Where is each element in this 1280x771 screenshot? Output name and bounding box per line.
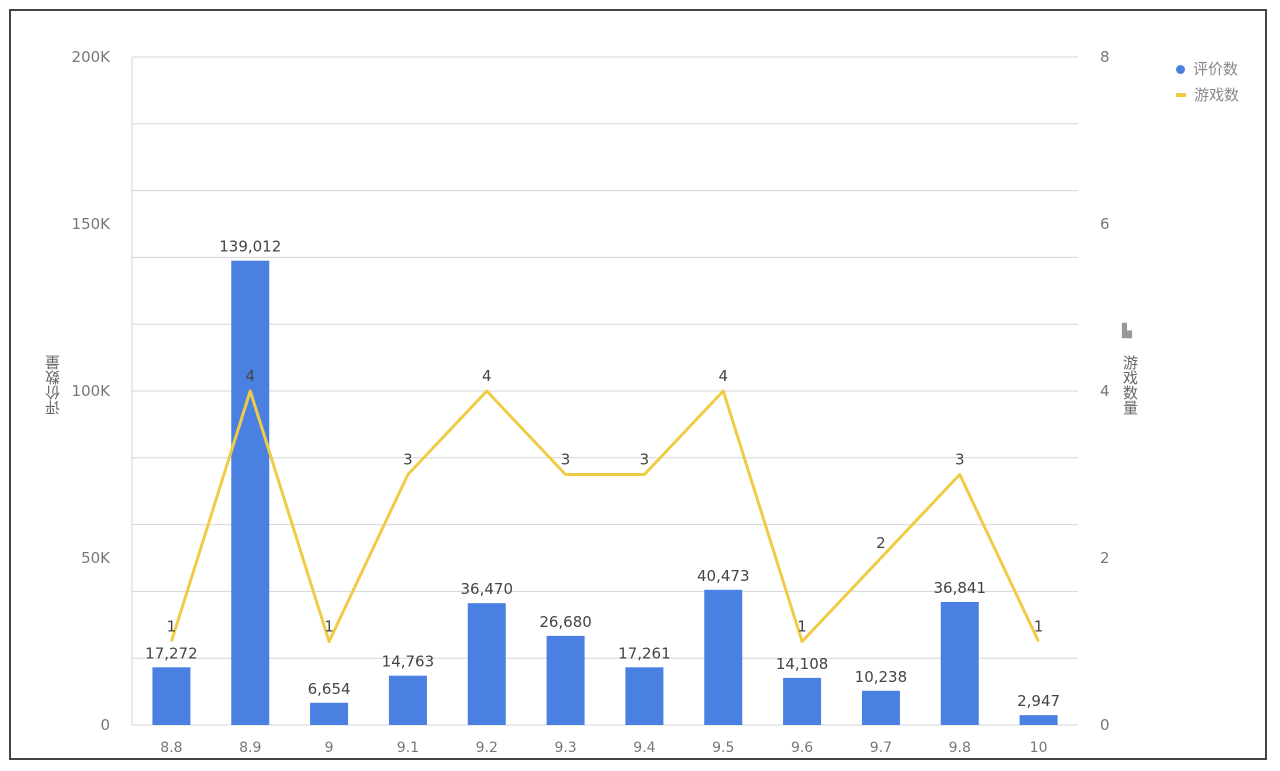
y-axis-left-label: 评价数量 [44, 355, 62, 415]
legend-label: 游戏数 [1194, 86, 1240, 104]
bar [861, 690, 900, 725]
bar [1019, 715, 1058, 725]
bar-data-label: 36,841 [934, 579, 987, 597]
axis-settings-icon[interactable]: ▙ [1122, 324, 1132, 339]
bar-data-label: 139,012 [219, 238, 281, 256]
x-tick-label: 10 [1030, 740, 1048, 756]
bar [625, 667, 664, 725]
line-data-label: 1 [167, 618, 177, 636]
y-tick-right: 4 [1100, 382, 1110, 400]
y-tick-left: 200K [72, 48, 112, 66]
legend-item-games[interactable]: 游戏数 [1176, 82, 1239, 108]
legend: 评价数 游戏数 [1176, 56, 1239, 108]
bar [310, 702, 349, 725]
bar [388, 675, 427, 725]
y-tick-right: 6 [1100, 215, 1110, 233]
bar [152, 667, 191, 725]
legend-item-reviews[interactable]: 评价数 [1176, 56, 1239, 82]
bar [546, 635, 585, 725]
y-tick-left: 150K [72, 215, 112, 233]
bar-data-label: 6,654 [308, 680, 351, 698]
line-data-label: 3 [403, 451, 413, 469]
x-tick-label: 8.9 [239, 740, 261, 756]
x-tick-label: 8.8 [160, 740, 182, 756]
x-tick-label: 9.8 [949, 740, 971, 756]
line-data-label: 3 [561, 451, 571, 469]
y-tick-right: 8 [1100, 48, 1110, 66]
bar-data-label: 17,272 [145, 644, 198, 662]
bar-data-label: 17,261 [618, 644, 671, 662]
y-axis-right-label: 游戏数量 [1121, 355, 1139, 415]
line-data-label: 4 [718, 367, 728, 385]
line-data-label: 1 [324, 618, 334, 636]
bar-data-label: 36,470 [461, 580, 514, 598]
line-data-label: 3 [640, 451, 650, 469]
x-tick-label: 9.6 [791, 740, 813, 756]
line-data-label: 3 [955, 451, 965, 469]
bar-data-label: 2,947 [1017, 692, 1060, 710]
line-series [169, 389, 1040, 643]
x-tick-label: 9.2 [476, 740, 498, 756]
x-tick-label: 9.1 [397, 740, 419, 756]
line-data-label: 1 [797, 618, 807, 636]
x-tick-label: 9.3 [554, 740, 576, 756]
chart-frame [9, 9, 1267, 760]
bar-data-label: 26,680 [539, 613, 592, 631]
bar [231, 260, 270, 725]
legend-label: 评价数 [1193, 60, 1239, 78]
bar-data-label: 14,108 [776, 655, 829, 673]
line-data-label: 2 [876, 534, 886, 552]
bar-data-label: 10,238 [855, 668, 908, 686]
legend-dash-icon [1176, 93, 1186, 97]
line-data-label: 1 [1034, 618, 1044, 636]
legend-dot-icon [1176, 64, 1185, 74]
bar [940, 601, 979, 725]
y-tick-right: 2 [1100, 549, 1110, 567]
line-data-label: 4 [245, 367, 255, 385]
x-tick-label: 9 [325, 740, 334, 756]
y-tick-left: 0 [100, 716, 110, 734]
bar-data-label: 14,763 [382, 653, 435, 671]
x-tick-label: 9.5 [712, 740, 734, 756]
x-tick-label: 9.7 [870, 740, 892, 756]
bar [704, 589, 743, 725]
y-tick-left: 50K [81, 549, 111, 567]
y-tick-left: 100K [72, 382, 112, 400]
bar-data-label: 40,473 [697, 567, 750, 585]
line-data-label: 4 [482, 367, 492, 385]
bar [467, 603, 506, 725]
x-tick-label: 9.4 [633, 740, 655, 756]
bar [783, 677, 822, 725]
y-tick-right: 0 [1100, 716, 1110, 734]
